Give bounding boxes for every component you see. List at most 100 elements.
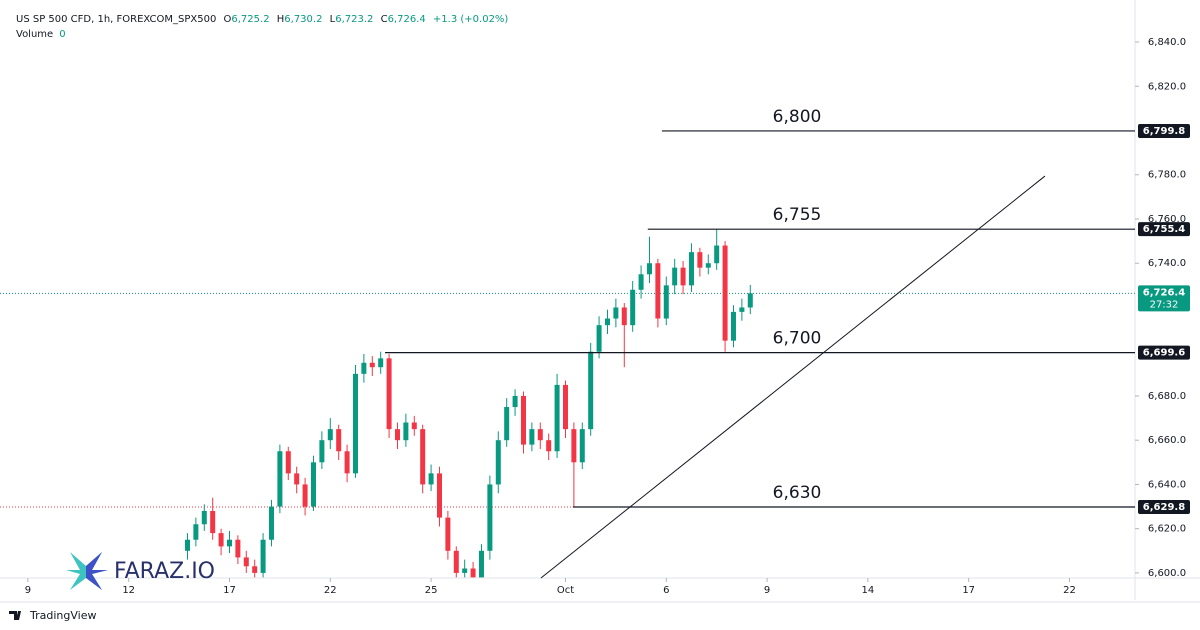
ohlc-value: 6,726.4 [388,14,426,25]
candle-body [336,429,342,452]
candle-body [201,510,207,525]
x-tick-label: Oct [557,585,574,596]
candle-body [184,539,190,551]
candle-body [260,539,266,573]
watermark: FARAZ.IO [66,552,215,590]
candle-body [688,252,694,286]
symbol: US SP 500 CFD, 1h, FOREXCOM_SPX500 [16,14,216,25]
y-tick-label: 6,780.0 [1148,170,1186,181]
level-price-box [1138,345,1190,360]
candle-body [277,451,283,507]
candle-body [730,311,736,341]
candle-body [621,307,627,326]
x-tick-label: 12 [122,585,135,596]
candle-body [386,358,392,430]
candle-body [252,566,258,573]
countdown-label: 27:32 [1150,299,1179,310]
candle-body [310,462,316,507]
candle-body [562,384,568,430]
candle-body [294,473,300,485]
candle-body [672,267,678,286]
candle-body [285,451,291,474]
ohlc-key: C [381,14,388,25]
candle-body [470,568,476,578]
y-tick-label: 6,840.0 [1148,37,1186,48]
candle-body [428,473,434,485]
x-tick-label: 6 [663,585,669,596]
candle-body [218,533,224,547]
candle-body [436,473,442,518]
x-tick-label: 9 [25,585,31,596]
y-tick-label: 6,620.0 [1148,524,1186,535]
candle-body [411,422,417,430]
level-price-box [1138,499,1190,514]
candle-body [546,440,552,452]
y-tick-label: 6,660.0 [1148,435,1186,446]
candle-body [193,524,199,540]
y-tick-label: 6,760.0 [1148,214,1186,225]
x-tick-label: 17 [962,585,975,596]
candle-body [352,373,358,474]
candle-body [697,252,703,268]
candle-body [504,407,510,441]
candle-body [243,557,249,567]
ohlc-value: 6,725.2 [231,14,269,25]
candle-body [319,440,325,463]
candle-body [646,263,652,275]
candle-body [705,263,711,268]
level-annotation: 6,755 [773,205,822,225]
candle-body [747,293,753,308]
footer-text: TradingView [29,609,96,622]
ohlc-value: 6,730.2 [284,14,322,25]
ohlc-key: H [277,14,285,25]
x-tick-label: 14 [862,585,875,596]
candle-body [722,245,728,341]
last-price-label: 6,726.4 [1143,287,1185,298]
level-annotation: 6,630 [773,483,822,503]
level-price-box [1138,123,1190,138]
candle-body [680,267,686,286]
level-price-box [1138,222,1190,237]
candle-body [613,307,619,319]
x-tick-label: 9 [764,585,770,596]
candle-body [226,539,232,547]
candle-body [344,451,350,474]
candle-body [369,362,375,368]
last-price-box [1138,285,1190,312]
candle-body [462,568,468,573]
candle-body [403,422,409,441]
ohlc-value: 6,723.2 [335,14,373,25]
candle-body [579,429,585,463]
y-tick-label: 6,820.0 [1148,81,1186,92]
y-tick-label: 6,640.0 [1148,479,1186,490]
candle-body [478,550,484,578]
y-tick-label: 6,600.0 [1148,568,1186,579]
footer: TradingView [9,609,96,622]
volume-label: Volume [16,29,53,40]
y-tick-label: 6,740.0 [1148,258,1186,269]
level-annotation: 6,700 [773,329,822,349]
candle-body [537,429,543,441]
candle-body [604,318,610,326]
volume-row: Volume 0 [16,29,66,40]
level-price-label: 6,799.8 [1143,126,1185,137]
level-price-label: 6,699.6 [1143,348,1185,359]
candle-body [739,307,745,312]
candle-body [453,550,459,573]
level-price-label: 6,755.4 [1143,224,1185,235]
candle-body [235,539,241,558]
volume-value: 0 [59,29,65,40]
candle-body [638,274,644,290]
ohlc-key: L [330,14,336,25]
watermark-logo-part [86,552,108,590]
y-tick-label: 6,680.0 [1148,391,1186,402]
level-annotation: 6,800 [773,107,822,127]
x-tick-label: 22 [1063,585,1076,596]
candle-body [630,289,636,326]
candle-body [420,429,426,485]
candle-body [302,484,308,507]
candle-body [529,429,535,445]
